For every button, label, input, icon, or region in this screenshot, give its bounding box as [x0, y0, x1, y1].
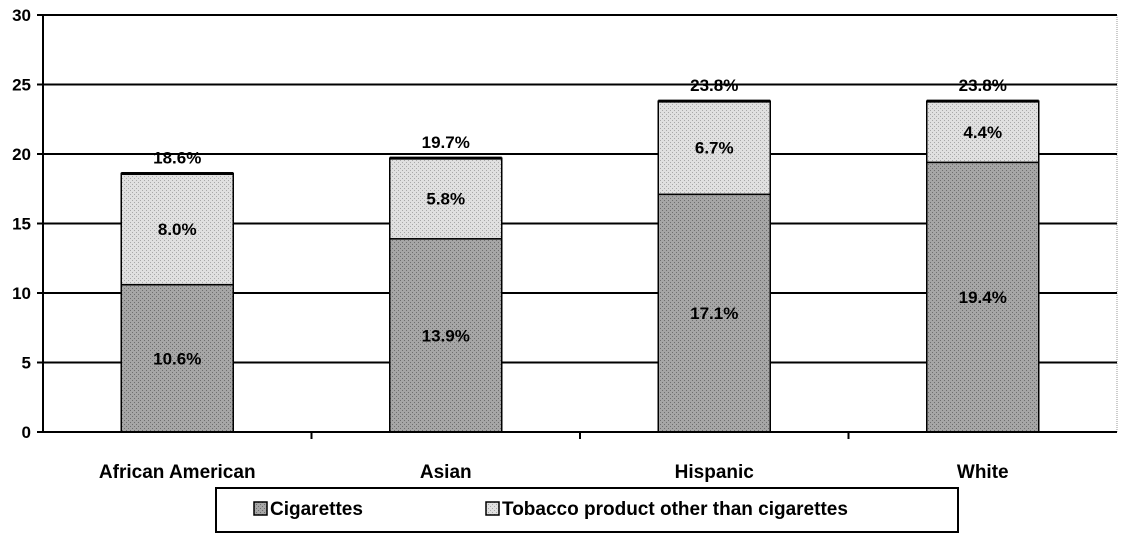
bar-segment-cigarettes: [926, 161, 1040, 433]
data-label-cigarettes: 13.9%: [422, 326, 470, 345]
bar-segment-cigarettes: [657, 193, 771, 433]
data-label-total: 23.8%: [690, 76, 738, 95]
data-label-total: 23.8%: [959, 76, 1007, 95]
data-label-other-tobacco: 5.8%: [426, 189, 465, 208]
legend-box: [215, 487, 959, 533]
bar-segment-cigarettes: [120, 283, 234, 433]
legend-swatch-other-tobacco: [485, 501, 500, 516]
data-label-cigarettes: 10.6%: [153, 349, 201, 368]
legend-label-other-tobacco: Tobacco product other than cigarettes: [502, 499, 848, 520]
y-tick-label: 5: [22, 354, 31, 373]
y-tick-label: 25: [12, 76, 31, 95]
bar-segment-other-tobacco: [120, 172, 234, 286]
bar-segment-other-tobacco: [657, 100, 771, 196]
y-axis: 0 5 10 15 20 25 30: [12, 6, 44, 442]
y-tick-label: 30: [12, 6, 31, 25]
y-tick-label: 10: [12, 284, 31, 303]
bars: 10.6% 8.0% 18.6% 13.9% 5.8% 19.7% 17.1% 6.7% 23.…: [120, 76, 1040, 433]
data-label-cigarettes: 17.1%: [690, 304, 738, 323]
x-category-label: Hispanic: [675, 462, 755, 483]
data-label-cigarettes: 19.4%: [959, 288, 1007, 307]
x-category-label: Asian: [420, 462, 472, 483]
y-tick-label: 0: [22, 423, 31, 442]
bar-segment-other-tobacco: [389, 157, 503, 240]
legend: Cigarettes Tobacco product other than cig…: [215, 487, 959, 533]
data-label-total: 18.6%: [153, 148, 201, 167]
legend-label-cigarettes: Cigarettes: [270, 499, 363, 520]
x-axis: African American Asian Hispanic White: [43, 431, 1117, 483]
data-label-other-tobacco: 8.0%: [158, 220, 197, 239]
y-tick-label: 20: [12, 145, 31, 164]
legend-swatch-cigarettes: [253, 501, 268, 516]
x-category-label: African American: [99, 462, 256, 483]
data-label-total: 19.7%: [422, 133, 470, 152]
x-category-label: White: [957, 462, 1009, 483]
data-label-other-tobacco: 6.7%: [695, 139, 734, 158]
data-label-other-tobacco: 4.4%: [963, 123, 1002, 142]
y-tick-label: 15: [12, 215, 31, 234]
